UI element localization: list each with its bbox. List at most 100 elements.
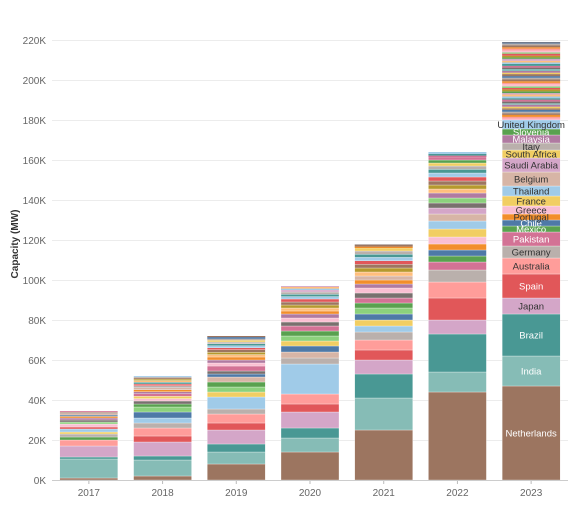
bar-segment <box>502 98 561 100</box>
bar-segment <box>354 246 413 248</box>
bar-segment <box>280 340 340 347</box>
bar-segment <box>501 385 561 481</box>
y-tick-label: 200K <box>23 76 47 87</box>
bar-segment <box>501 273 561 299</box>
bar-segment <box>133 455 192 461</box>
bar-segment <box>428 172 487 178</box>
bar-segment <box>428 297 487 321</box>
bar-segment <box>280 313 340 319</box>
bar-segment <box>133 380 192 383</box>
bar-segment <box>281 286 339 289</box>
bar-segment <box>502 77 561 80</box>
bar-segment <box>207 429 266 445</box>
bar-segment <box>354 247 413 252</box>
bar-segment <box>354 339 413 351</box>
bar-segment <box>428 169 487 174</box>
x-tick-label: 2022 <box>446 488 469 499</box>
bar-segment <box>207 356 266 361</box>
bar-segment <box>354 244 413 247</box>
x-tick-label: 2021 <box>373 488 396 499</box>
bar-segment <box>428 371 487 393</box>
x-tick-label: 2019 <box>225 488 248 499</box>
bar-segment <box>502 76 561 78</box>
bar-segment <box>59 431 119 435</box>
bar-segment <box>428 156 487 161</box>
bar-segment <box>502 69 561 71</box>
bar-segment <box>428 391 487 481</box>
bar-segment <box>502 71 561 73</box>
segment-label: Mexico <box>516 225 546 236</box>
y-tick-label: 160K <box>23 156 47 167</box>
bar-segment <box>428 176 487 182</box>
bar-segment <box>354 307 413 315</box>
segment-label: Portugal <box>513 213 548 224</box>
bar-segment <box>428 255 487 263</box>
bar-segment <box>207 359 266 364</box>
bar-segment <box>428 202 487 209</box>
bar-segment <box>59 423 119 428</box>
segment-label: Netherlands <box>506 429 557 440</box>
bar-segment <box>133 406 192 413</box>
bar-segment <box>428 243 487 251</box>
bar-segment <box>354 292 413 299</box>
bar-segment <box>354 325 413 333</box>
bar-segment <box>502 48 561 51</box>
bar-segment <box>207 463 266 481</box>
bar-segment <box>207 338 266 341</box>
bar-segment <box>354 319 413 327</box>
bar-segment <box>502 109 561 112</box>
bar-segment <box>207 337 266 339</box>
bar-segment <box>281 288 339 290</box>
bar-segment <box>354 397 413 431</box>
segment-label: France <box>516 197 546 208</box>
bar-segment <box>280 357 340 365</box>
bar-segment <box>280 411 340 429</box>
bar-segment <box>354 275 413 281</box>
bar-segment <box>280 289 340 293</box>
bar-segment <box>207 341 266 344</box>
bar-segment <box>502 72 561 75</box>
bar-segment <box>502 113 561 115</box>
bar-segment <box>207 349 266 353</box>
bar-segment <box>133 385 192 388</box>
bar-segment <box>133 398 192 402</box>
bar-segment <box>428 165 487 170</box>
bar-segment <box>354 349 413 361</box>
bar-segment <box>133 387 192 390</box>
bar-segment <box>280 294 340 297</box>
bar-segment <box>428 180 487 186</box>
bar-segment <box>501 355 561 387</box>
y-axis-label: Capacity (MW) <box>10 210 21 279</box>
bar-segment <box>133 427 192 437</box>
bar-segment <box>502 53 561 56</box>
bar-segment <box>502 118 561 120</box>
bar-segment <box>133 378 192 381</box>
bar-segment <box>502 86 561 88</box>
y-tick-label: 220K <box>23 36 47 47</box>
bar-segment <box>428 184 487 190</box>
bar-segment <box>354 331 413 341</box>
bar-segment <box>59 412 119 414</box>
segment-label: Germany <box>512 248 551 259</box>
bar-segment <box>207 422 266 431</box>
bar-segment <box>207 373 266 378</box>
bar-segment <box>428 261 487 271</box>
segment-label: Malaysia <box>512 135 550 146</box>
bar-segment <box>502 99 561 102</box>
bar-segment <box>428 152 487 154</box>
bar-segment <box>59 436 119 441</box>
segment-label: Spain <box>519 282 543 293</box>
bar-segment <box>133 391 192 394</box>
bar-segment <box>354 302 413 309</box>
bar-segment <box>502 91 561 94</box>
bar-segment <box>280 345 340 353</box>
bar-segment <box>354 359 413 375</box>
bar-segment <box>280 298 340 303</box>
segment-labels: Netherlands India Brazil Japan Spain Australi… <box>497 120 565 440</box>
bar-segment <box>280 437 340 453</box>
y-tick-label: 40K <box>28 396 46 407</box>
bar-segment <box>59 458 119 479</box>
bar-segment <box>133 396 192 399</box>
bar-segment <box>428 269 487 283</box>
bar-segment <box>207 354 266 358</box>
